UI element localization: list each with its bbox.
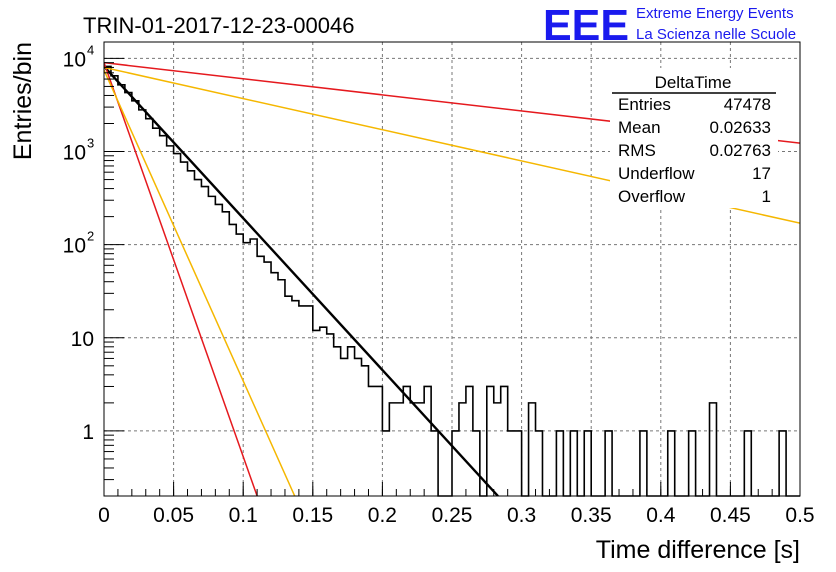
stats-row-value: 0.02763 (710, 141, 771, 160)
x-tick-label: 0.3 (507, 504, 536, 527)
stats-row-value: 1 (762, 187, 771, 206)
logo: EEE Extreme Energy Events La Scienza nel… (543, 1, 796, 50)
x-tick-label: 0.15 (292, 504, 333, 527)
stats-row-value: 47478 (724, 95, 771, 114)
x-tick-label: 0.45 (710, 504, 751, 527)
stats-row-label: Entries (618, 95, 671, 114)
x-tick-label: 0.5 (785, 504, 814, 527)
y-tick-label: 10 3 (63, 136, 95, 165)
stats-row-value: 17 (752, 164, 771, 183)
y-tick-label: 10 2 (63, 229, 95, 258)
x-axis-label: Time difference [s] (596, 536, 800, 564)
x-tick-label: 0.2 (368, 504, 397, 527)
y-tick-label-base: 10 (71, 328, 94, 351)
stats-row-label: Underflow (618, 164, 695, 183)
x-tick-label: 0.25 (432, 504, 473, 527)
chart-title: TRIN-01-2017-12-23-00046 (83, 13, 355, 38)
logo-line-2: La Scienza nelle Scuole (636, 26, 796, 43)
stats-row-label: RMS (618, 141, 656, 160)
y-tick-label-base: 1 (82, 421, 94, 444)
y-tick-label: 10 4 (63, 42, 95, 71)
stats-row-label: Overflow (618, 187, 686, 206)
y-tick-label-base: 10 (63, 235, 86, 258)
y-tick-label-base: 10 (63, 48, 86, 71)
stats-row-value: 0.02633 (710, 118, 771, 137)
stats-title: DeltaTime (655, 73, 732, 92)
y-tick-label-exponent: 2 (87, 229, 94, 244)
stats-row-label: Mean (618, 118, 661, 137)
y-tick-label-exponent: 4 (87, 42, 94, 57)
x-tick-label: 0.35 (571, 504, 612, 527)
x-tick-label: 0.4 (646, 504, 676, 527)
x-tick-label: 0.1 (229, 504, 258, 527)
stats-box-background (610, 68, 778, 208)
y-tick-label: 1 (82, 421, 94, 444)
stats-box: DeltaTime Entries 47478 Mean 0.02633 RMS 0.02… (610, 68, 778, 208)
y-tick-label: 10 (71, 328, 94, 351)
y-tick-label-exponent: 3 (87, 136, 94, 151)
y-axis-label: Entries/bin (9, 42, 37, 160)
stats-rows: Entries 47478 Mean 0.02633 RMS 0.02763 Underfl… (618, 95, 771, 206)
y-tick-label-base: 10 (63, 142, 86, 165)
fit-line-1 (104, 65, 499, 496)
fit-line-2 (104, 62, 258, 496)
logo-mark: EEE (543, 1, 629, 50)
x-tick-label: 0.05 (153, 504, 194, 527)
fit-lines (104, 61, 800, 496)
fit-line-3 (104, 69, 296, 496)
x-axis: 0 0.05 0.1 0.15 0.2 0.25 0.3 0.35 0.4 0.45 0.5 (98, 482, 815, 527)
x-tick-label: 0 (98, 504, 110, 527)
logo-line-1: Extreme Energy Events (636, 5, 794, 22)
